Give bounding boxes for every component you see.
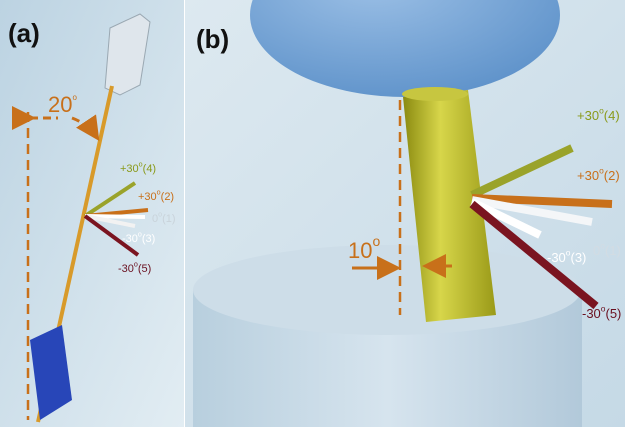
label-part: (5) <box>606 306 622 321</box>
panel-label: (b) <box>196 24 229 54</box>
label-part: -30 <box>122 233 138 245</box>
label-part: o <box>600 241 605 251</box>
label-part: -30 <box>118 263 134 275</box>
dim-line <box>71 114 100 141</box>
label-part: o <box>139 161 143 169</box>
arrow-label: +30o(4) <box>120 161 156 176</box>
arrows-b <box>469 144 613 310</box>
label-part: (3) <box>571 250 587 265</box>
label-part: o <box>566 248 571 258</box>
label-part: o <box>599 106 604 116</box>
implant <box>104 13 151 96</box>
label-part: -30 <box>582 306 601 321</box>
label-part: 0 <box>152 213 158 225</box>
cylinder-top <box>193 245 581 335</box>
panel-label: (a) <box>8 18 40 48</box>
sphere <box>250 0 560 97</box>
screw <box>30 325 72 420</box>
label-part: (3) <box>142 233 155 245</box>
label-part: (1) <box>605 243 621 258</box>
label-part: +30 <box>577 108 599 123</box>
label-part: (5) <box>138 263 151 275</box>
label-part: (2) <box>161 191 174 203</box>
label-part: (4) <box>604 108 620 123</box>
label-part: 0 <box>593 243 600 258</box>
label-part: o <box>134 261 138 269</box>
angle-label: 10o <box>348 233 380 263</box>
arrow-label: +30o(4) <box>577 106 620 124</box>
label-part: o <box>599 166 604 176</box>
label-part: (1) <box>162 213 175 225</box>
label-part: +30 <box>120 163 139 175</box>
arrow-label: +30o(2) <box>138 189 174 204</box>
angle-label: 20o <box>48 92 77 117</box>
label-part: (2) <box>604 168 620 183</box>
arrow-label: +30o(2) <box>577 166 620 184</box>
arrow-label: 0o(1) <box>593 241 621 259</box>
label-part: +30 <box>577 168 599 183</box>
arrow-label: -30o(5) <box>118 261 151 276</box>
label-part: -30 <box>547 250 566 265</box>
arrows-a <box>83 181 149 257</box>
arrow-label: -30o(3) <box>547 248 586 266</box>
label-part: o <box>138 231 142 239</box>
label-part: (4) <box>143 163 156 175</box>
arrow-label: 0o(1) <box>152 211 176 226</box>
label-part: +30 <box>138 191 157 203</box>
rod-top <box>402 87 468 101</box>
label-part: o <box>158 211 162 219</box>
label-part: o <box>157 189 161 197</box>
arrow-label: -30o(3) <box>122 231 155 246</box>
arrow-label: -30o(5) <box>582 304 621 322</box>
label-part: o <box>601 304 606 314</box>
